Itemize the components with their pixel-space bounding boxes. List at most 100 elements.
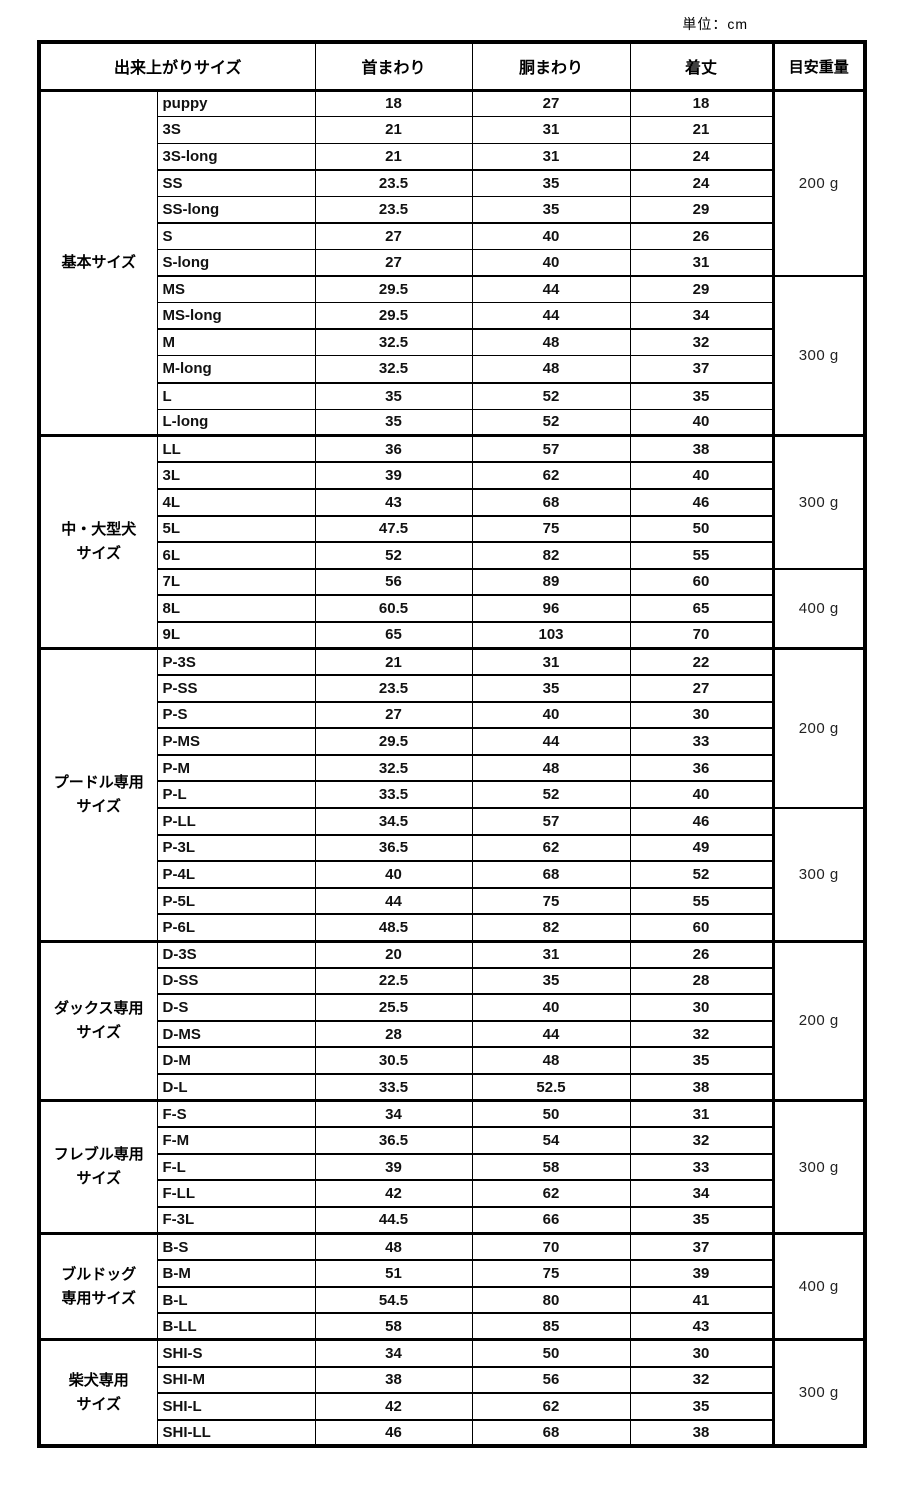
length-value-cell: 65 [630,594,774,622]
neck-value-cell: 33.5 [315,780,473,809]
col-header-neck: 首まわり [315,42,473,92]
size-cell: LL [157,434,316,463]
length-value-cell: 70 [630,620,774,649]
neck-value-cell: 48.5 [315,913,473,941]
length-value-cell: 35 [630,381,774,410]
girth-value-cell: 82 [472,541,631,569]
table-row: MS-long 29.5 44 34 [39,302,865,330]
table-row: 8L 60.5 96 65 [39,594,865,622]
girth-value-cell: 68 [472,487,631,516]
length-value-cell: 24 [630,142,774,170]
size-cell: SHI-LL [157,1418,316,1447]
length-value-cell: 40 [630,408,774,436]
neck-value-cell: 35 [315,408,473,436]
table-row: ブルドッグ 専用サイズ B-S 48 70 37 400 g [39,1232,865,1340]
size-cell: P-6L [157,913,316,941]
group-label-cell: プードル専用 サイズ [39,646,158,941]
weight-cell: 300 g [771,434,865,569]
neck-value-cell: 28 [315,1019,473,1048]
table-row: P-3L 36.5 62 49 [39,833,865,862]
girth-value-cell: 52 [472,780,631,809]
length-value-cell: 39 [630,1259,774,1287]
girth-value-cell: 50 [472,1099,631,1128]
weight-cell: 400 g [771,1232,865,1340]
length-value-cell: 38 [630,1418,774,1447]
weight-cell: 300 g [771,1338,865,1447]
table-row: P-6L 48.5 82 60 [39,913,865,941]
size-cell: 8L [157,594,316,622]
table-row: 3L 39 62 40 [39,461,865,489]
size-cell: F-S [157,1099,316,1128]
girth-value-cell: 68 [472,1418,631,1447]
length-value-cell: 22 [630,646,774,676]
girth-value-cell: 31 [472,646,631,676]
length-value-cell: 35 [630,1205,774,1234]
neck-value-cell: 58 [315,1312,473,1340]
girth-value-cell: 40 [472,221,631,250]
header-row: 出来上がりサイズ 首まわり 胴まわり 着丈 目安重量 [39,42,866,92]
length-value-cell: 41 [630,1285,774,1314]
table-row: SHI-LL 46 68 38 [39,1418,865,1447]
size-cell: B-S [157,1232,316,1261]
neck-value-cell: 48 [315,1232,473,1261]
neck-value-cell: 23.5 [315,168,473,197]
length-value-cell: 24 [630,168,774,197]
girth-value-cell: 103 [472,620,631,649]
length-value-cell: 28 [630,966,774,995]
size-cell: SHI-M [157,1365,316,1394]
size-cell: D-3S [157,939,316,968]
size-cell: 3S [157,116,316,144]
neck-value-cell: 29.5 [315,275,473,303]
girth-value-cell: 54 [472,1126,631,1154]
length-value-cell: 31 [630,249,774,277]
size-cell: L-long [157,408,316,436]
table-row: M 32.5 48 32 [39,328,865,356]
size-cell: F-LL [157,1179,316,1207]
group-label-cell: ブルドッグ 専用サイズ [39,1232,158,1340]
table-row: B-L 54.5 80 41 [39,1285,865,1314]
neck-value-cell: 23.5 [315,674,473,702]
girth-value-cell: 48 [472,328,631,356]
table-header: 出来上がりサイズ 首まわり 胴まわり 着丈 目安重量 [39,42,866,92]
length-value-cell: 36 [630,753,774,782]
length-value-cell: 32 [630,328,774,356]
neck-value-cell: 30.5 [315,1046,473,1074]
girth-value-cell: 44 [472,1019,631,1048]
table-row: L 35 52 35 [39,381,865,410]
table-row: 5L 47.5 75 50 [39,514,865,543]
neck-value-cell: 21 [315,142,473,170]
group-label-cell: ダックス専用 サイズ [39,939,158,1101]
neck-value-cell: 27 [315,249,473,277]
girth-value-cell: 40 [472,700,631,729]
size-cell: 9L [157,620,316,649]
table-row: P-4L 40 68 52 [39,860,865,888]
table-row: P-5L 44 75 55 [39,886,865,915]
girth-value-cell: 35 [472,168,631,197]
neck-value-cell: 52 [315,541,473,569]
table-row: F-M 36.5 54 32 [39,1126,865,1154]
girth-value-cell: 75 [472,514,631,543]
table-row: F-LL 42 62 34 [39,1179,865,1207]
size-cell: S [157,221,316,250]
neck-value-cell: 47.5 [315,514,473,543]
neck-value-cell: 34 [315,1099,473,1128]
length-value-cell: 40 [630,780,774,809]
size-cell: B-L [157,1285,316,1314]
neck-value-cell: 38 [315,1365,473,1394]
table-row: MS 29.5 44 29 300 g [39,275,865,436]
table-row: 4L 43 68 46 [39,487,865,516]
table-row: P-MS 29.5 44 33 [39,727,865,755]
neck-value-cell: 60.5 [315,594,473,622]
neck-value-cell: 36.5 [315,1126,473,1154]
size-cell: B-LL [157,1312,316,1340]
table-row: P-SS 23.5 35 27 [39,674,865,702]
girth-value-cell: 35 [472,195,631,223]
length-value-cell: 30 [630,1338,774,1367]
table-row: SHI-M 38 56 32 [39,1365,865,1394]
girth-value-cell: 56 [472,1365,631,1394]
table-row: ダックス専用 サイズ D-3S 20 31 26 200 g [39,939,865,1101]
size-cell: MS [157,275,316,303]
size-cell: MS-long [157,302,316,330]
neck-value-cell: 33.5 [315,1072,473,1101]
girth-value-cell: 48 [472,1046,631,1074]
